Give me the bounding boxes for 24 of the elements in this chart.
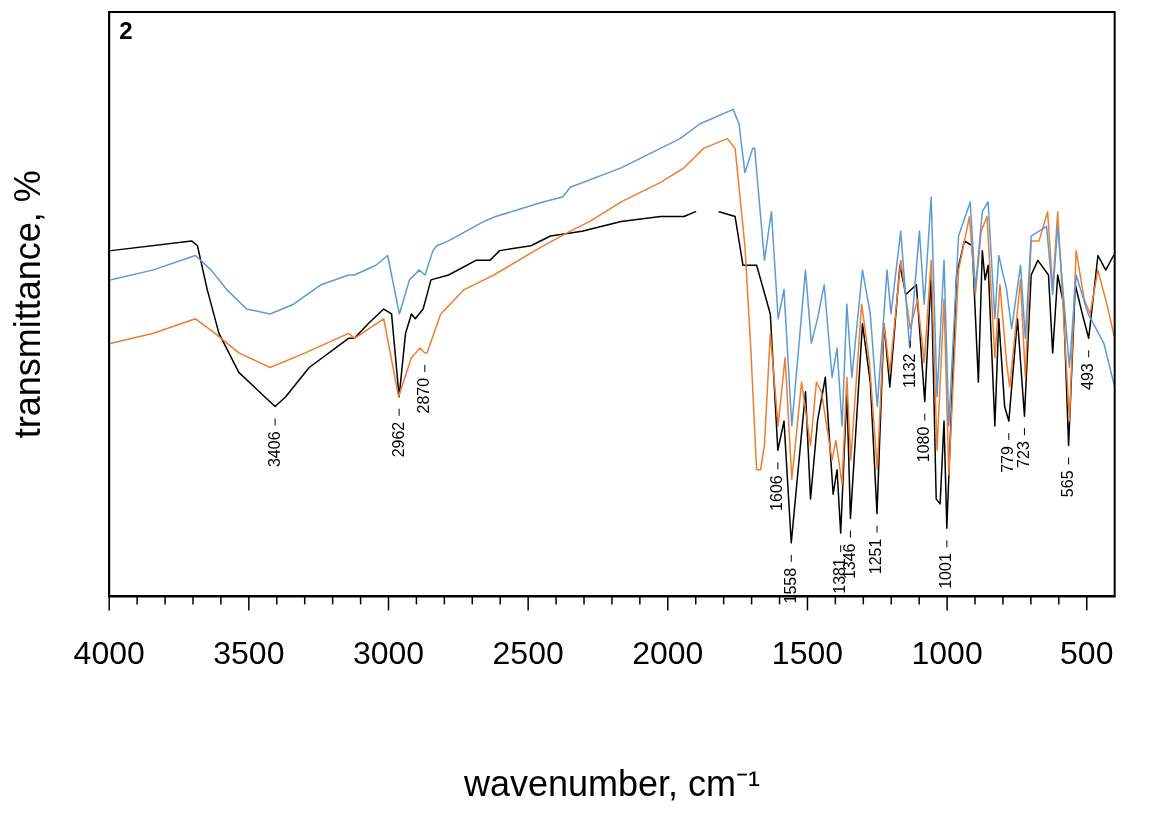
x-tick-label: 500 — [1060, 635, 1114, 672]
text: 2 — [119, 16, 133, 44]
x-tick-label: 3500 — [213, 635, 285, 672]
x-tick-label: 4000 — [73, 635, 145, 672]
annotation: 1251 — [867, 538, 885, 575]
x-tick-label: 1500 — [771, 635, 844, 672]
x-tick-label: 2000 — [632, 635, 704, 672]
x-tick-label: 1000 — [911, 635, 983, 672]
annotation: 1080 — [915, 426, 933, 463]
annotation: 3406 — [265, 431, 283, 468]
annotation: 1001 — [937, 553, 955, 589]
annotation: 565 — [1059, 470, 1076, 498]
annotation: 2870 — [415, 377, 433, 414]
annotation: 779 — [999, 445, 1017, 473]
x-axis-title: wavenumber, cm⁻¹ — [462, 763, 760, 805]
annotation: 2962 — [389, 421, 407, 458]
annotation: 1132 — [900, 353, 918, 388]
annotation: 493 — [1079, 363, 1097, 390]
x-tick-label: 2500 — [492, 635, 564, 672]
annotation: 723 — [1014, 441, 1032, 468]
y-axis-title: transmittance, % — [6, 170, 48, 439]
annotation: 1606 — [768, 475, 786, 511]
annotation: 1558 — [781, 567, 799, 604]
x-tick-label: 3000 — [352, 635, 425, 672]
